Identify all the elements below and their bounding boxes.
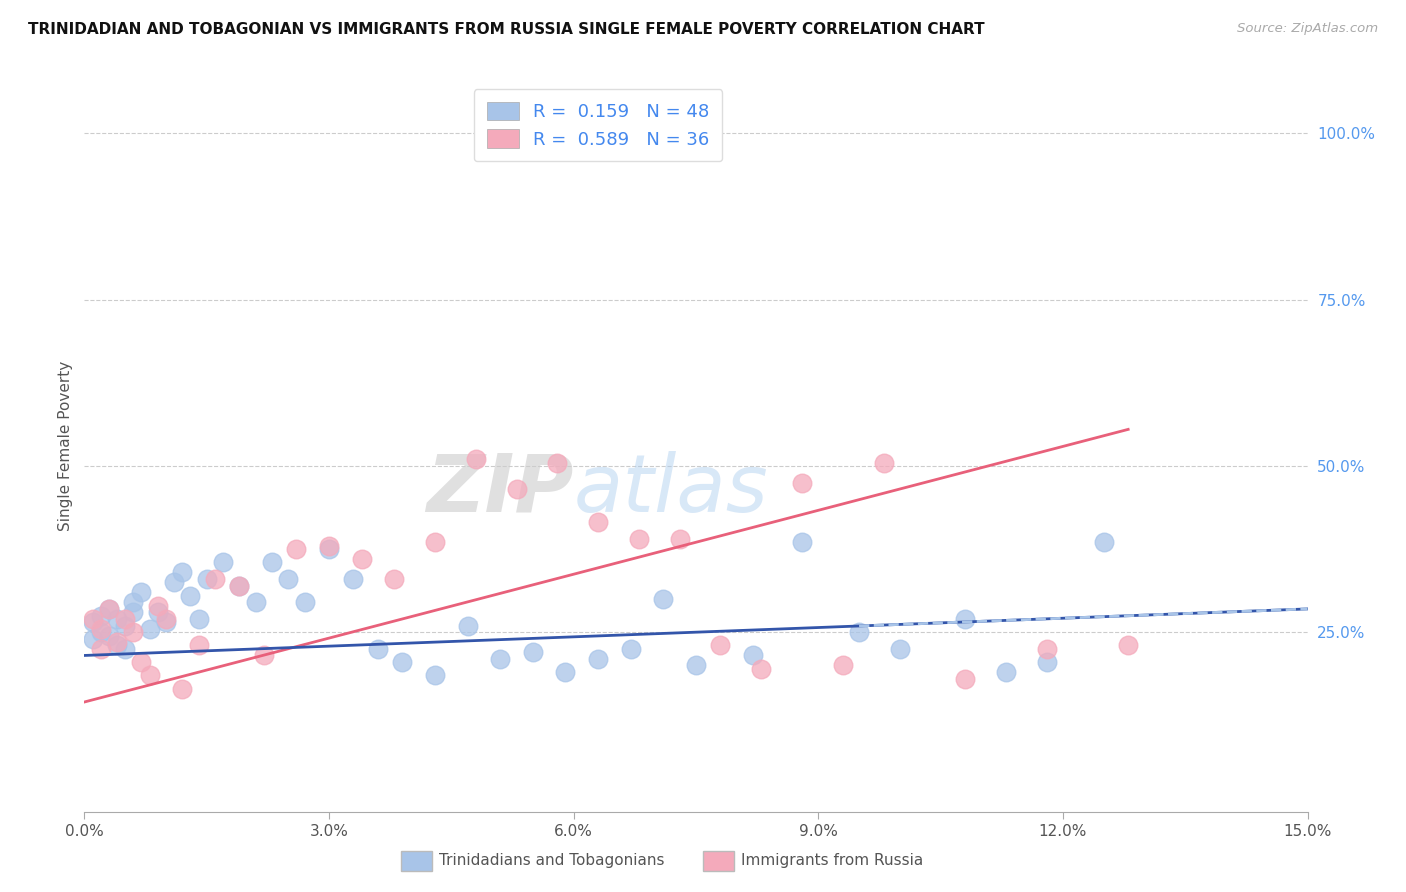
Point [82,615,104,630]
Point [82,632,104,646]
Point [391,655,413,669]
Point [90,608,112,623]
Point [97,628,120,642]
Point [97,602,120,616]
Point [131,585,153,599]
Point [709,639,731,653]
Point [464,452,486,467]
Point [953,672,976,686]
Point [620,641,643,656]
Point [489,652,512,666]
Point [172,681,194,696]
Point [195,572,218,586]
Point [831,658,853,673]
Point [994,665,1017,679]
Point [146,605,169,619]
Point [318,542,340,557]
Point [97,602,120,616]
Point [138,668,160,682]
Point [114,612,136,626]
Point [82,612,104,626]
Text: Trinidadians and Tobagonians: Trinidadians and Tobagonians [439,854,664,868]
Point [228,579,250,593]
Point [253,648,276,663]
Point [350,552,373,566]
Point [172,566,194,580]
Point [122,595,145,609]
Point [627,532,650,546]
Point [546,456,568,470]
Point [749,662,772,676]
Point [105,612,128,626]
Point [187,612,209,626]
Point [382,572,405,586]
Point [423,668,446,682]
Point [187,639,209,653]
Point [179,589,201,603]
Text: Source: ZipAtlas.com: Source: ZipAtlas.com [1237,22,1378,36]
Y-axis label: Single Female Poverty: Single Female Poverty [58,361,73,531]
Point [212,555,235,569]
Point [105,635,128,649]
Point [742,648,765,663]
Point [554,665,576,679]
Point [90,622,112,636]
Point [163,575,186,590]
Point [318,539,340,553]
Point [586,516,609,530]
Point [367,641,389,656]
Point [245,595,267,609]
Point [423,535,446,549]
Text: Immigrants from Russia: Immigrants from Russia [741,854,924,868]
Point [1116,639,1139,653]
Point [586,652,609,666]
Point [277,572,299,586]
Point [685,658,707,673]
Point [457,618,479,632]
Point [105,639,128,653]
Point [155,615,177,630]
Point [668,532,690,546]
Point [131,655,153,669]
Point [260,555,283,569]
Point [1035,655,1057,669]
Point [522,645,544,659]
Point [90,641,112,656]
Point [204,572,226,586]
Point [146,599,169,613]
Point [953,612,976,626]
Point [790,535,813,549]
Point [228,579,250,593]
Point [155,612,177,626]
Point [652,591,675,606]
Legend: R =  0.159   N = 48, R =  0.589   N = 36: R = 0.159 N = 48, R = 0.589 N = 36 [474,89,723,161]
Point [1035,641,1057,656]
Point [342,572,364,586]
Text: atlas: atlas [574,450,769,529]
Point [122,625,145,640]
Text: ZIP: ZIP [426,450,574,529]
Point [872,456,894,470]
Point [848,625,870,640]
Point [138,622,160,636]
Point [790,475,813,490]
Point [294,595,316,609]
Point [114,641,136,656]
Text: TRINIDADIAN AND TOBAGONIAN VS IMMIGRANTS FROM RUSSIA SINGLE FEMALE POVERTY CORRE: TRINIDADIAN AND TOBAGONIAN VS IMMIGRANTS… [28,22,984,37]
Point [114,618,136,632]
Point [285,542,308,557]
Point [505,482,527,496]
Point [122,605,145,619]
Point [90,625,112,640]
Point [1092,535,1115,549]
Point [889,641,911,656]
